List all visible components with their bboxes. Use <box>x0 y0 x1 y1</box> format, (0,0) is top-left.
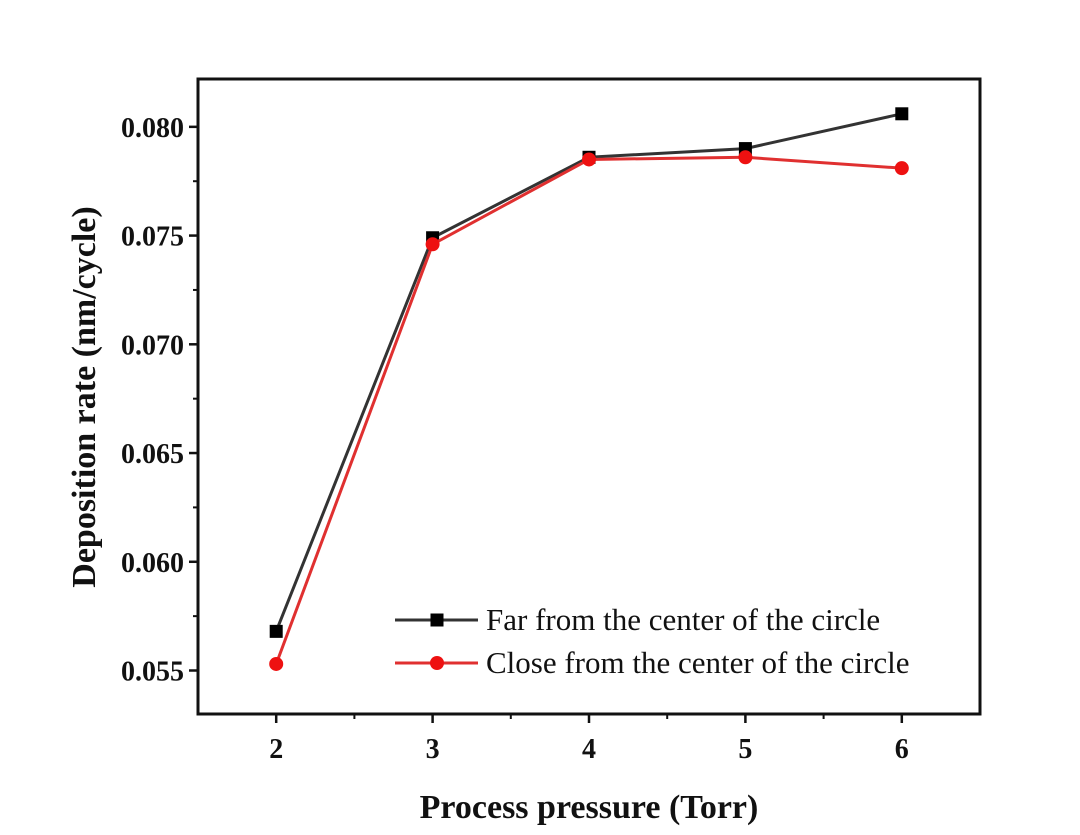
x-axis: 2 3 4 5 6 <box>269 714 909 765</box>
y-axis-title: Deposition rate (nm/cycle) <box>66 206 103 587</box>
series-2-point <box>582 152 596 167</box>
series-1-point <box>895 107 909 121</box>
y-tick-label: 0.080 <box>121 113 184 144</box>
y-tick-label: 0.060 <box>121 548 184 579</box>
series-line-2 <box>274 155 902 665</box>
series-1-point <box>269 624 283 638</box>
y-tick-label: 0.065 <box>121 439 184 470</box>
x-tick-label: 2 <box>269 734 283 765</box>
x-tick-label: 4 <box>582 734 596 765</box>
x-axis-title: Process pressure (Torr) <box>420 789 759 826</box>
series-layer <box>269 107 909 671</box>
x-tick-label: 6 <box>895 734 909 765</box>
series-2-point <box>425 237 440 252</box>
series-2-point <box>738 150 753 165</box>
legend-label-2: Close from the center of the circle <box>486 645 909 680</box>
y-tick-label: 0.055 <box>121 657 184 688</box>
y-tick-label: 0.070 <box>121 330 184 361</box>
x-tick-label: 3 <box>426 734 440 765</box>
legend-marker-1 <box>430 613 444 627</box>
series-2-point <box>894 161 909 176</box>
legend-label-1: Far from the center of the circle <box>486 602 880 637</box>
series-2-point <box>269 656 284 671</box>
y-axis: 0.055 0.060 0.065 0.070 0.075 0.080 <box>121 113 198 688</box>
x-tick-label: 5 <box>738 734 752 765</box>
y-tick-label: 0.075 <box>121 222 184 253</box>
legend-marker-2 <box>430 656 444 670</box>
series-line-1 <box>274 112 903 632</box>
legend: Far from the center of the circle Close f… <box>395 602 909 680</box>
